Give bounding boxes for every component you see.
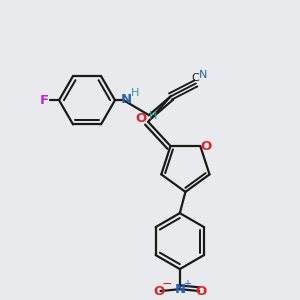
Text: +: + [183, 279, 191, 289]
Text: C: C [191, 73, 199, 83]
Text: F: F [40, 94, 49, 107]
Text: O: O [153, 284, 164, 298]
Text: O: O [200, 140, 211, 152]
Text: O: O [195, 284, 207, 298]
Text: N: N [198, 70, 207, 80]
Text: O: O [136, 112, 147, 125]
Text: H: H [149, 111, 158, 121]
Text: N: N [121, 93, 132, 106]
Text: H: H [130, 88, 139, 98]
Text: N: N [174, 283, 185, 296]
Text: −: − [162, 278, 172, 291]
